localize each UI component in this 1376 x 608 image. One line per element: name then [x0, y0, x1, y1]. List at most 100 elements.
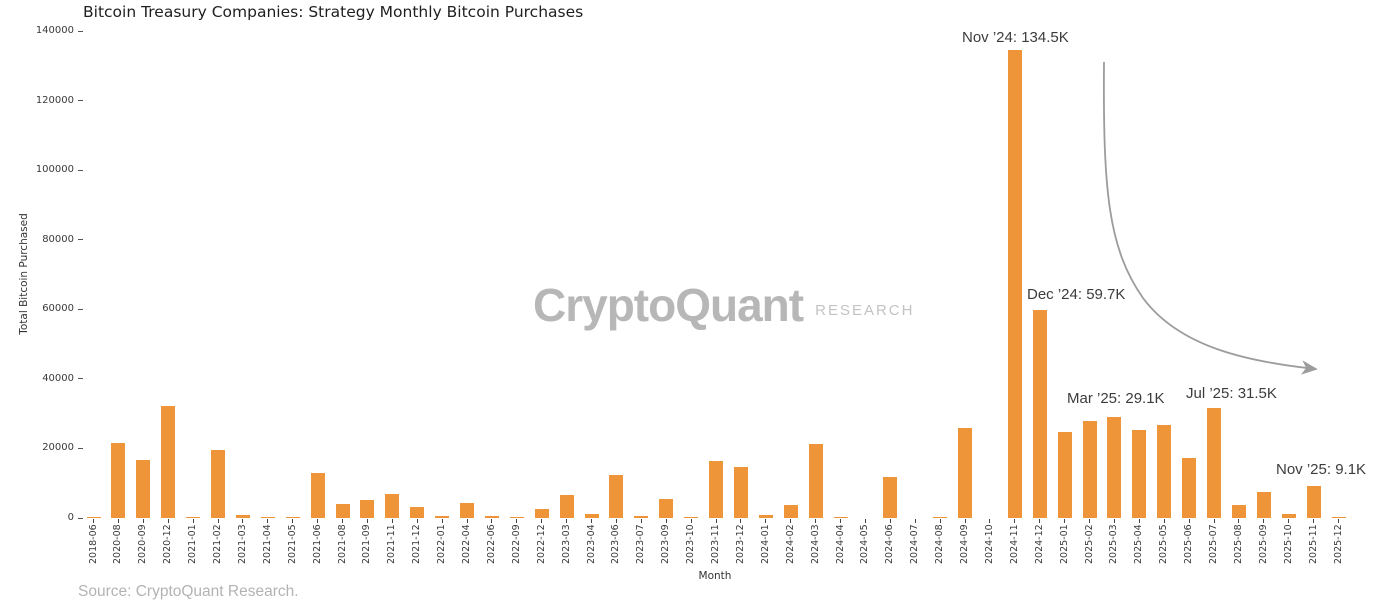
- y-tick-label: 140000: [35, 25, 74, 36]
- x-tick-mark: [117, 519, 119, 523]
- x-tick-mark: [466, 519, 468, 523]
- x-tick-label: 2023-04: [585, 524, 597, 564]
- y-tick-mark: [78, 30, 83, 32]
- y-tick-label: 20000: [42, 442, 74, 454]
- x-tick-label: 2025-08: [1232, 524, 1244, 564]
- x-tick-mark: [566, 519, 568, 523]
- x-tick-label: 2025-05: [1158, 524, 1170, 564]
- bar-2022-09: [509, 516, 524, 518]
- x-tick-label: 2024-07: [909, 524, 921, 564]
- bar-2021-09: [360, 500, 375, 518]
- x-tick-mark: [615, 519, 617, 523]
- annotation-2025-07: Jul ’25: 31.5K: [1186, 385, 1277, 402]
- bar-2025-06: [1182, 458, 1197, 518]
- x-tick-mark: [1313, 519, 1315, 523]
- x-tick-mark: [93, 519, 94, 523]
- y-tick-label: 120000: [35, 94, 74, 106]
- x-tick-label: 2022-09: [510, 524, 522, 564]
- x-tick-mark: [790, 519, 792, 523]
- y-tick-mark: [78, 378, 83, 380]
- bar-2024-02: [783, 505, 798, 518]
- x-tick-label: 2023-09: [660, 524, 672, 564]
- x-tick-mark: [541, 519, 543, 523]
- x-tick-mark: [765, 519, 767, 523]
- x-tick-mark: [366, 519, 368, 523]
- x-tick-mark: [1039, 519, 1041, 523]
- x-tick-label: 2024-02: [784, 524, 796, 564]
- bar-2025-12: [1331, 516, 1346, 518]
- x-tick-mark: [889, 519, 891, 523]
- bar-2024-03: [808, 443, 823, 518]
- x-tick-mark: [914, 519, 916, 523]
- x-tick-label: 2021-05: [286, 524, 298, 564]
- x-tick-label: 2020-09: [137, 524, 149, 564]
- x-tick-mark: [690, 519, 692, 523]
- x-tick-mark: [267, 519, 269, 523]
- bar-2021-04: [260, 516, 275, 518]
- bar-2023-03: [559, 495, 574, 518]
- bar-2023-04: [584, 514, 599, 518]
- x-tick-mark: [1263, 519, 1265, 523]
- bar-2025-02: [1082, 420, 1097, 518]
- y-tick-mark: [78, 517, 83, 519]
- bar-2023-07: [634, 516, 649, 518]
- bar-2024-01: [758, 515, 773, 518]
- y-tick-label: 40000: [42, 372, 74, 384]
- bar-2024-12: [1032, 310, 1047, 518]
- x-tick-label: 2024-10: [983, 524, 995, 564]
- bar-2021-03: [235, 514, 250, 518]
- x-tick-mark: [1188, 519, 1190, 523]
- x-tick-label: 2025-09: [1257, 524, 1269, 564]
- x-tick-label: 2025-04: [1133, 524, 1145, 564]
- y-tick-mark: [78, 169, 83, 171]
- x-tick-label: 2022-12: [535, 524, 547, 564]
- x-tick-label: 2024-01: [759, 524, 771, 564]
- bar-2020-12: [161, 405, 176, 518]
- x-tick-label: 2025-03: [1108, 524, 1120, 564]
- x-tick-mark: [217, 519, 219, 523]
- x-tick-label: 2021-02: [212, 524, 223, 564]
- y-tick-mark: [78, 239, 83, 241]
- x-tick-mark: [665, 519, 667, 523]
- x-tick-mark: [1064, 519, 1066, 523]
- x-tick-label: 2018-06: [87, 524, 99, 564]
- x-tick-mark: [1213, 519, 1215, 523]
- x-tick-mark: [715, 519, 717, 523]
- bar-2021-11: [385, 493, 400, 518]
- x-tick-mark: [989, 519, 991, 523]
- x-tick-label: 2022-06: [485, 524, 497, 564]
- x-tick-label: 2021-12: [411, 524, 423, 564]
- x-tick-label: 2024-04: [834, 524, 846, 564]
- x-tick-label: 2024-11: [1008, 524, 1020, 564]
- x-tick-mark: [1288, 519, 1290, 523]
- x-tick-label: 2021-08: [336, 524, 348, 564]
- x-tick-mark: [640, 519, 642, 523]
- x-tick-mark: [964, 519, 966, 523]
- bar-2020-09: [136, 459, 151, 518]
- x-tick-mark: [1089, 519, 1090, 523]
- x-tick-mark: [1113, 519, 1115, 523]
- y-tick-mark: [78, 100, 83, 102]
- x-tick-label: 2023-06: [610, 524, 622, 564]
- y-tick-label: 80000: [42, 233, 74, 245]
- bar-2021-08: [335, 504, 350, 518]
- bar-2025-01: [1057, 431, 1072, 518]
- x-tick-mark: [740, 519, 742, 523]
- x-tick-label: 2021-11: [386, 524, 398, 564]
- source-note: Source: CryptoQuant Research.: [78, 583, 299, 600]
- x-tick-mark: [815, 519, 817, 523]
- bar-2020-08: [111, 443, 126, 518]
- x-tick-label: 2022-01: [436, 524, 448, 564]
- bar-2025-04: [1132, 429, 1147, 518]
- x-tick-label: 2022-04: [461, 524, 472, 564]
- watermark: CryptoQuant RESEARCH: [533, 281, 914, 329]
- y-tick-label: 0: [67, 512, 74, 523]
- bar-2025-10: [1281, 514, 1296, 518]
- x-tick-mark: [516, 519, 518, 523]
- x-tick-label: 2023-03: [560, 524, 572, 564]
- x-tick-label: 2024-09: [959, 524, 970, 564]
- x-tick-mark: [864, 519, 866, 523]
- watermark-suffix-text: RESEARCH: [815, 301, 915, 319]
- annotation-2024-12: Dec ’24: 59.7K: [1027, 286, 1126, 303]
- x-tick-label: 2023-07: [635, 524, 647, 564]
